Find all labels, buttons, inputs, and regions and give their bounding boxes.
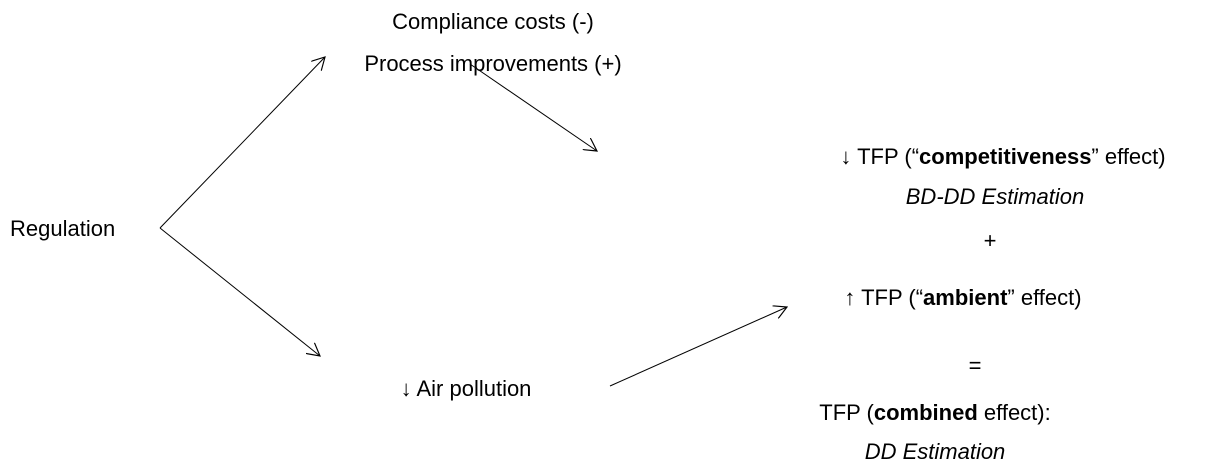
equals: = [968, 353, 982, 378]
node-line: Compliance costs (-) [392, 9, 594, 34]
node-combined: TFP (combined effect): [819, 402, 1050, 424]
arrow [159, 227, 320, 356]
method-text: DD Estimation [864, 439, 1006, 464]
text: ↓ TFP (“ [840, 144, 920, 169]
text: ” effect) [1007, 285, 1082, 310]
bold-text: competitiveness [919, 144, 1092, 169]
method: DD Estimation [865, 441, 1006, 463]
arrow [609, 307, 787, 387]
node-air-pollution: ↓ Air pollution [400, 376, 532, 401]
text: TFP ( [819, 400, 874, 425]
method-text: BD-DD Estimation [905, 184, 1085, 209]
bold-text: combined [873, 400, 978, 425]
method: BD-DD Estimation [906, 186, 1084, 208]
text: ↑ TFP (“ [844, 285, 924, 310]
bold-text: ambient [923, 285, 1008, 310]
node-regulation: Regulation [10, 216, 116, 241]
arrow [159, 57, 325, 229]
node-line: Process improvements (+) [364, 51, 622, 76]
plus: + [983, 228, 997, 253]
node-ambient: ↑ TFP (“ambient” effect) [844, 287, 1081, 309]
arrow [469, 63, 597, 151]
text: effect): [977, 400, 1051, 425]
node-competitiveness: ↓ TFP (“competitiveness” effect) [840, 146, 1165, 168]
text: ” effect) [1091, 144, 1166, 169]
